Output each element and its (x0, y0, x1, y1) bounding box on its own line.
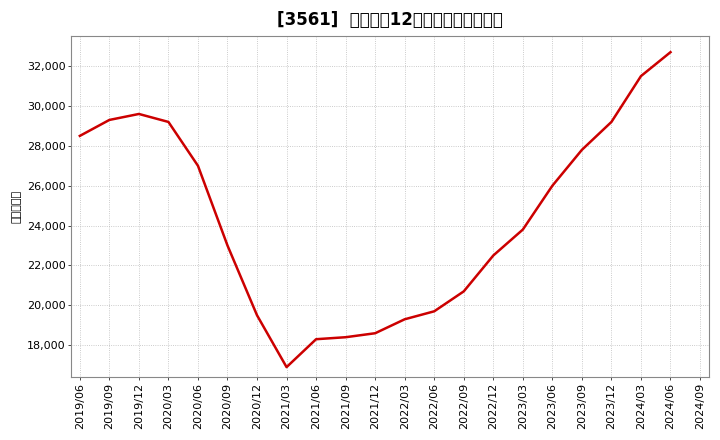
Y-axis label: （百万円）: （百万円） (11, 190, 21, 223)
Title: [3561]  売上高の12か月移動合計の推移: [3561] 売上高の12か月移動合計の推移 (277, 11, 503, 29)
